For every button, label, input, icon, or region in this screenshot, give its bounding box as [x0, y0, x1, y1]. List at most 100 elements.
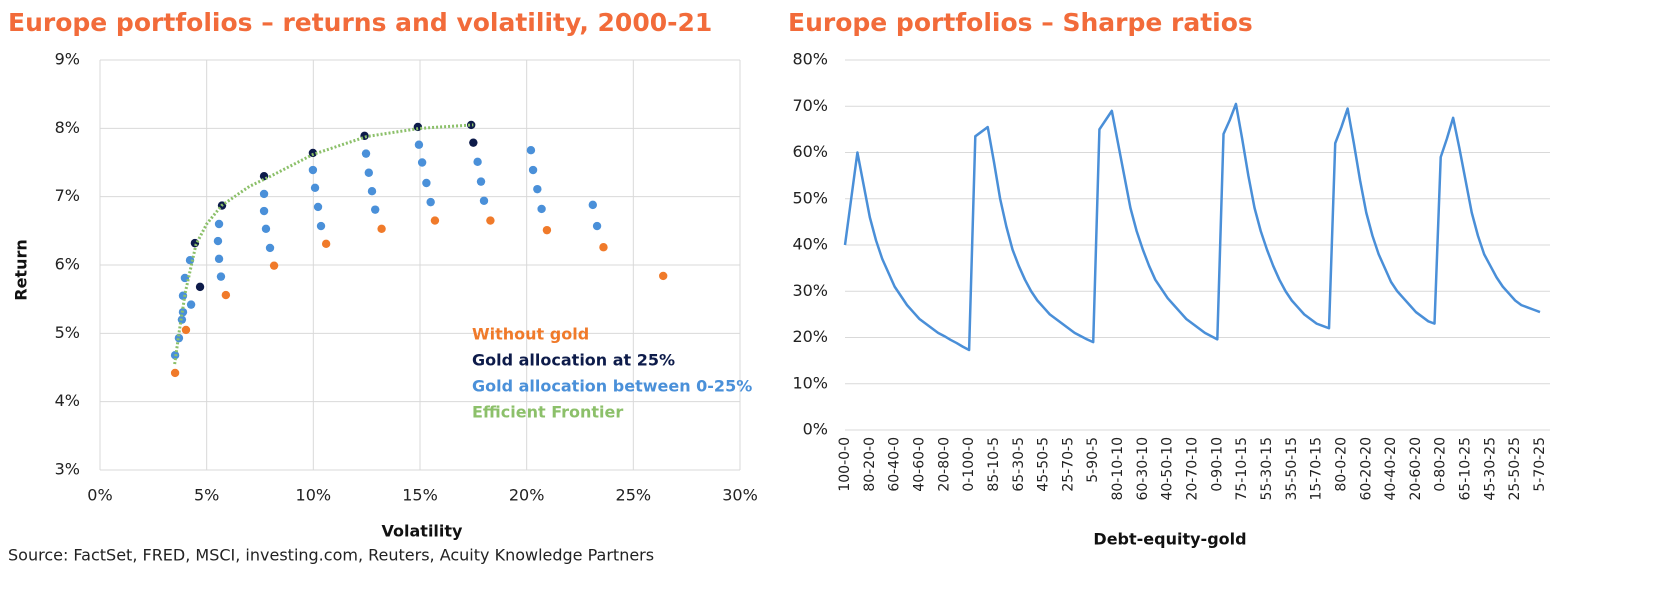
- x-tick-label: 25-50-25: [1507, 437, 1523, 501]
- point: [542, 225, 552, 235]
- x-tick-label: 15%: [402, 486, 438, 505]
- x-tick-label: 35-50-15: [1284, 437, 1300, 501]
- x-tick-label: 10%: [296, 486, 332, 505]
- point: [473, 157, 482, 167]
- point: [361, 149, 371, 158]
- point: [310, 183, 320, 192]
- y-tick-label: 9%: [55, 50, 80, 69]
- point: [195, 282, 205, 292]
- y-tick-label: 50%: [792, 188, 828, 207]
- x-tick-label: 15-70-15: [1309, 437, 1325, 501]
- chart-title: Europe portfolios – returns and volatili…: [8, 8, 712, 37]
- point: [476, 177, 486, 186]
- point: [377, 224, 386, 233]
- point: [316, 221, 326, 231]
- y-tick-label: 80%: [792, 50, 828, 69]
- x-tick-label: 0%: [87, 486, 112, 505]
- point: [313, 202, 323, 212]
- sharpe-line: [843, 102, 1541, 352]
- x-tick-label: 20-70-10: [1185, 437, 1201, 501]
- y-tick-label: 7%: [55, 186, 80, 205]
- point: [486, 216, 495, 225]
- legend-entry: Gold allocation between 0-25%: [472, 377, 752, 396]
- point: [426, 197, 435, 207]
- point: [259, 206, 269, 216]
- legend-entry: Gold allocation at 25%: [472, 351, 675, 370]
- y-tick-label: 20%: [792, 327, 828, 346]
- x-tick-label: 65-30-5: [1011, 437, 1027, 492]
- point: [371, 205, 380, 214]
- point: [214, 219, 224, 229]
- point: [417, 158, 427, 167]
- point: [659, 271, 668, 281]
- x-axis-label: Volatility: [382, 522, 464, 541]
- point: [216, 272, 226, 281]
- y-tick-label: 8%: [55, 118, 80, 137]
- frontier-line: [173, 123, 474, 365]
- point: [178, 291, 188, 300]
- y-tick-label: 30%: [792, 281, 828, 300]
- point: [467, 120, 476, 130]
- point: [186, 300, 196, 309]
- x-tick-label: 55-30-15: [1259, 437, 1275, 501]
- x-tick-label: 0-80-20: [1433, 437, 1449, 492]
- x-tick-label: 20-60-20: [1408, 437, 1424, 501]
- x-tick-label: 20-80-0: [936, 437, 952, 492]
- x-tick-label: 40-60-0: [911, 437, 927, 492]
- x-tick-label: 25-70-5: [1060, 437, 1076, 492]
- x-tick-label: 45-50-5: [1036, 437, 1052, 492]
- point: [174, 333, 184, 343]
- x-tick-label: 45-30-25: [1482, 437, 1498, 501]
- x-tick-label: 5%: [194, 486, 219, 505]
- point: [588, 200, 597, 210]
- x-tick-label: 60-20-20: [1358, 437, 1374, 501]
- point: [592, 221, 602, 231]
- x-tick-label: 65-10-25: [1458, 437, 1474, 501]
- x-axis-label: Debt-equity-gold: [1093, 530, 1246, 549]
- point: [213, 236, 223, 246]
- point: [537, 204, 546, 214]
- point: [190, 238, 200, 248]
- x-tick-label: 0-90-10: [1209, 437, 1225, 492]
- x-tick-label: 30%: [722, 486, 758, 505]
- point: [469, 138, 478, 147]
- point: [214, 254, 224, 264]
- x-tick-label: 40-40-20: [1383, 437, 1399, 501]
- x-tick-label: 80-0-20: [1333, 437, 1349, 492]
- y-tick-label: 4%: [55, 391, 80, 410]
- x-tick-label: 40-50-10: [1160, 437, 1176, 501]
- y-tick-label: 40%: [792, 235, 828, 254]
- x-tick-label: 100-0-0: [837, 437, 853, 492]
- point: [526, 146, 536, 155]
- x-tick-label: 20%: [509, 486, 545, 505]
- x-tick-label: 85-10-5: [986, 437, 1002, 492]
- point: [269, 261, 279, 270]
- source-note: Source: FactSet, FRED, MSCI, investing.c…: [8, 546, 654, 565]
- y-axis-label: Return: [12, 239, 31, 301]
- x-tick-label: 80-20-0: [862, 437, 878, 492]
- point: [185, 256, 195, 265]
- point: [261, 224, 271, 233]
- y-tick-label: 3%: [55, 460, 80, 479]
- y-tick-label: 60%: [792, 142, 828, 161]
- y-tick-label: 6%: [55, 255, 80, 274]
- point: [308, 165, 318, 175]
- x-tick-label: 80-10-10: [1110, 437, 1126, 501]
- x-tick-label: 25%: [616, 486, 652, 505]
- point: [414, 140, 424, 149]
- x-tick-label: 60-30-10: [1135, 437, 1151, 501]
- x-tick-label: 5-90-5: [1085, 437, 1101, 483]
- point: [413, 122, 423, 132]
- point: [599, 243, 608, 252]
- legend-entry: Efficient Frontier: [472, 403, 623, 422]
- point: [265, 243, 275, 253]
- point: [367, 187, 377, 196]
- point: [321, 239, 331, 249]
- point: [259, 189, 269, 199]
- point: [170, 368, 180, 378]
- x-tick-label: 60-40-0: [887, 437, 903, 492]
- legend-entry: Without gold: [472, 325, 589, 344]
- chart-title: Europe portfolios – Sharpe ratios: [788, 8, 1253, 37]
- point: [430, 216, 440, 225]
